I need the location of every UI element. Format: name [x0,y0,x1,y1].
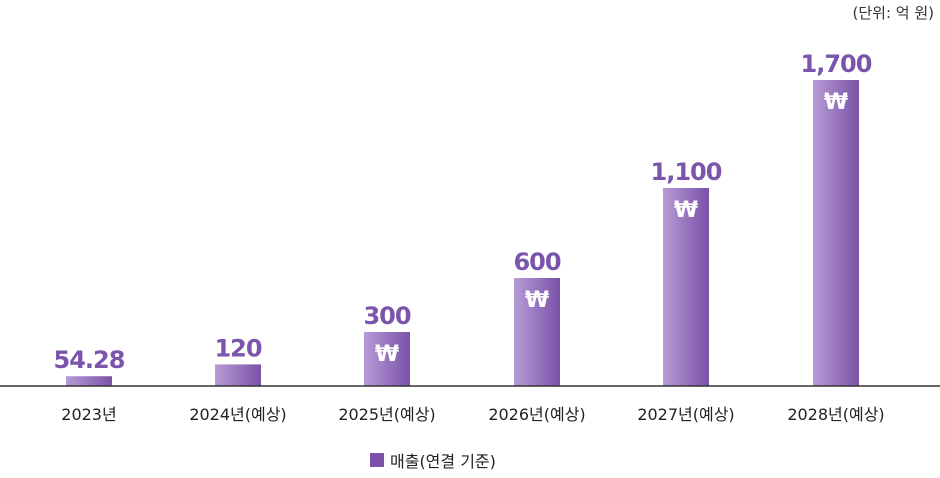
won-icon: ₩ [375,342,399,367]
bar-chart: 54.28 120 300 ₩600 ₩1,100 ₩1,700 ₩ 2023년 2024년(… [0,50,940,424]
x-tick-label: 2028년(예상) [787,405,884,424]
unit-note: (단위: 억 원) [852,4,935,22]
legend-label: 매출(연결 기준) [390,452,496,471]
won-icon: ₩ [525,288,549,313]
bar-value-label: 120 [214,334,261,362]
bar [364,332,410,386]
x-tick-label: 2026년(예상) [488,405,585,424]
bar [66,376,112,386]
bar [813,80,859,386]
won-icon: ₩ [824,90,848,115]
won-icon: ₩ [674,198,698,223]
x-tick-label: 2027년(예상) [637,405,734,424]
legend-swatch [370,453,384,467]
bar [663,188,709,386]
x-tick-label: 2023년 [61,405,116,424]
bar [514,278,560,386]
bar [215,364,261,386]
x-tick-label: 2024년(예상) [189,405,286,424]
legend: 매출(연결 기준) [370,448,496,472]
x-tick-label: 2025년(예상) [338,405,435,424]
bar-value-label: 600 [513,248,560,276]
bar-value-label: 1,100 [651,158,722,186]
bar-value-label: 1,700 [801,50,872,78]
bar-value-label: 54.28 [54,346,125,374]
bar-value-label: 300 [363,302,410,330]
